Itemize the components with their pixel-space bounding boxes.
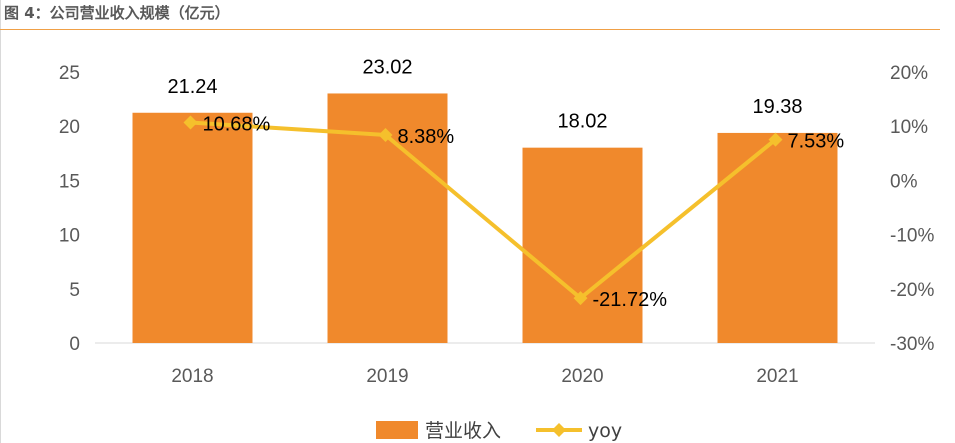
- legend-marker-yoy: [552, 423, 566, 437]
- yoy-line: [190, 120, 777, 301]
- y-left-tick-label: 5: [69, 280, 80, 301]
- y-left-tick-label: 25: [59, 63, 80, 84]
- y-left-tick-label: 15: [59, 171, 80, 192]
- revenue-bar: [132, 112, 253, 344]
- yoy-data-label: 7.53%: [788, 131, 845, 153]
- yoy-point: [378, 127, 393, 142]
- y-left-tick-label: 20: [59, 117, 80, 138]
- legend-label-yoy: yoy: [588, 420, 622, 442]
- bar-data-label: 21.24: [167, 76, 217, 98]
- yoy-point: [183, 115, 198, 130]
- page-left-border: [0, 0, 1, 443]
- y-right-tick-label: -30%: [890, 334, 934, 355]
- legend-label-revenue: 营业收入: [425, 420, 501, 442]
- y-right-tick-label: 20%: [890, 63, 928, 84]
- y-right-tick-label: 10%: [890, 117, 928, 138]
- y-left-tick-label: 10: [59, 226, 80, 247]
- bar-data-label: 19.38: [752, 96, 802, 118]
- figure-title: 图 4：公司营业收入规模（亿元）: [4, 4, 230, 22]
- revenue-bar: [522, 147, 643, 343]
- x-tick-label: 2018: [171, 366, 213, 387]
- bar-data-label: 23.02: [362, 56, 412, 78]
- x-tick-label: 2021: [756, 366, 798, 387]
- y-right-tick-label: 0%: [890, 171, 918, 192]
- yoy-point: [768, 132, 783, 147]
- revenue-bar: [717, 132, 838, 343]
- y-right-tick-label: -10%: [890, 226, 934, 247]
- x-tick-label: 2020: [561, 366, 603, 387]
- legend-swatch-revenue: [376, 421, 418, 439]
- y-left-tick-label: 0: [69, 334, 80, 355]
- yoy-data-label: -21.72%: [593, 289, 668, 311]
- yoy-data-label: 8.38%: [398, 126, 455, 148]
- yoy-point: [573, 291, 588, 306]
- title-divider: [0, 29, 940, 30]
- x-tick-label: 2019: [366, 366, 408, 387]
- yoy-data-label: 10.68%: [203, 114, 271, 136]
- y-right-tick-label: -20%: [890, 280, 934, 301]
- bar-data-label: 18.02: [557, 111, 607, 133]
